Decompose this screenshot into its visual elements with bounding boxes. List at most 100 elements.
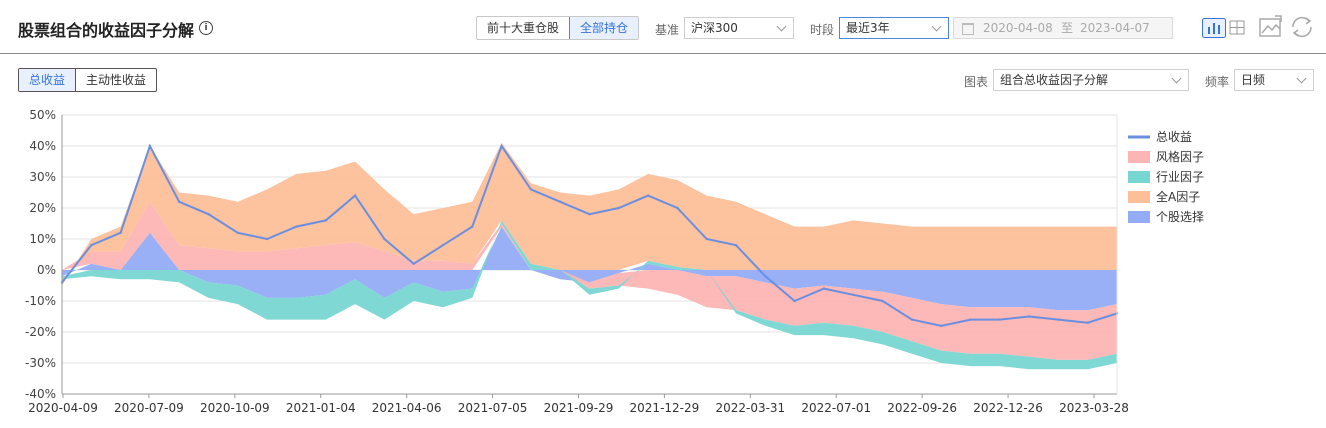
- period-select[interactable]: 最近3年: [839, 17, 949, 39]
- calendar-icon: [962, 23, 974, 35]
- chart-type-select[interactable]: 组合总收益因子分解: [993, 69, 1189, 91]
- total-return-point: [646, 194, 650, 197]
- y-tick-label: 40%: [29, 139, 56, 153]
- view-toggle: [1202, 18, 1245, 38]
- y-tick-label: 10%: [29, 232, 56, 246]
- stock-selection-area: [62, 226, 1117, 311]
- page-title: 股票组合的收益因子分解: [18, 21, 195, 40]
- y-tick-label: -20%: [25, 325, 56, 339]
- benchmark-label: 基准: [655, 23, 680, 37]
- total-return-point: [998, 318, 1001, 321]
- total-return-point: [412, 262, 415, 265]
- total-return-point: [676, 206, 679, 210]
- total-return-point: [558, 200, 562, 203]
- y-tick-label: 20%: [29, 201, 56, 215]
- y-tick-label: -10%: [25, 294, 56, 308]
- total-return-point: [1027, 315, 1031, 318]
- x-tick-label: 2021-09-29: [544, 401, 614, 415]
- total-return-point: [939, 324, 943, 327]
- total-return-point: [119, 231, 122, 234]
- legend-swatch[interactable]: [1128, 211, 1150, 223]
- legend-swatch[interactable]: [1128, 171, 1150, 183]
- total-return-point: [705, 237, 708, 241]
- total-return-point: [500, 144, 503, 148]
- y-tick-label: 0%: [37, 263, 56, 277]
- return-type-tabs: 总收益 主动性收益: [18, 68, 158, 92]
- x-tick-label: 2023-03-28: [1059, 401, 1129, 415]
- date-end: 2023-04-07: [1080, 21, 1150, 35]
- tab-all-holdings[interactable]: 全部持仓: [569, 17, 639, 39]
- x-tick-label: 2020-10-09: [200, 401, 270, 415]
- frequency-label: 频率: [1205, 75, 1230, 89]
- total-return-point: [588, 213, 591, 216]
- total-return-point: [236, 231, 240, 234]
- refresh-icon[interactable]: [1289, 14, 1315, 40]
- legend-label[interactable]: 个股选择: [1156, 210, 1204, 224]
- industry-factor-area: [62, 220, 1117, 370]
- top-bar: 股票组合的收益因子分解 i 前十大重仓股 全部持仓 基准 沪深300 时段 最近…: [0, 0, 1326, 54]
- tab-top10-holdings[interactable]: 前十大重仓股: [487, 21, 560, 35]
- total-return-point: [529, 188, 533, 191]
- y-tick-label: -40%: [25, 387, 56, 401]
- frequency-value: 日频: [1241, 73, 1266, 87]
- total-return-point: [764, 275, 767, 278]
- period-value: 最近3年: [846, 21, 890, 35]
- total-return-point: [822, 287, 826, 290]
- total-return-point: [353, 194, 357, 197]
- style-factor-area: [62, 201, 1117, 360]
- legend-label[interactable]: 全A因子: [1156, 189, 1200, 204]
- total-return-point: [178, 200, 181, 203]
- chart-type-label: 图表: [964, 75, 989, 89]
- total-return-point: [793, 299, 796, 303]
- legend-label[interactable]: 风格因子: [1156, 149, 1204, 164]
- total-return-point: [295, 225, 298, 228]
- chart-type-value: 组合总收益因子分解: [1000, 73, 1109, 87]
- total-return-point: [852, 293, 855, 296]
- tab-active-return[interactable]: 主动性收益: [86, 73, 147, 87]
- tab-total-return[interactable]: 总收益: [19, 69, 77, 91]
- total-return-point: [441, 244, 445, 247]
- date-separator: 至: [1061, 21, 1074, 35]
- total-return-point: [734, 244, 738, 247]
- x-tick-label: 2022-09-26: [887, 401, 957, 415]
- info-icon[interactable]: i: [199, 21, 213, 35]
- y-tick-label: 50%: [29, 108, 56, 122]
- legend-swatch[interactable]: [1128, 151, 1150, 163]
- table-icon[interactable]: [1229, 20, 1245, 35]
- x-tick-label: 2022-07-01: [801, 401, 871, 415]
- x-tick-label: 2022-03-31: [715, 401, 785, 415]
- x-tick-label: 2021-01-04: [286, 401, 356, 415]
- y-tick-label: -30%: [25, 356, 56, 370]
- holding-tabs: 前十大重仓股 全部持仓: [476, 16, 640, 40]
- x-tick-label: 2021-07-05: [458, 401, 528, 415]
- total-return-point: [1086, 321, 1089, 324]
- legend-swatch[interactable]: [1128, 191, 1150, 203]
- total-return-point: [265, 237, 269, 241]
- total-return-point: [324, 219, 327, 222]
- legend-label[interactable]: 行业因子: [1156, 170, 1204, 184]
- total-return-point: [617, 206, 621, 210]
- x-tick-label: 2021-04-06: [372, 401, 442, 415]
- x-tick-label: 2021-12-29: [630, 401, 700, 415]
- total-return-point: [969, 318, 972, 321]
- x-tick-label: 2020-07-09: [114, 401, 184, 415]
- total-return-point: [90, 244, 93, 247]
- x-tick-label: 2020-04-09: [28, 401, 98, 415]
- total-return-point: [910, 318, 914, 321]
- date-start: 2020-04-08: [983, 21, 1053, 35]
- total-return-point: [471, 225, 474, 228]
- date-range-picker[interactable]: 2020-04-08 至 2023-04-07: [953, 17, 1173, 39]
- export-image-icon[interactable]: [1258, 15, 1284, 39]
- total-return-point: [881, 299, 884, 303]
- benchmark-select[interactable]: 沪深300: [684, 17, 794, 39]
- benchmark-value: 沪深300: [691, 21, 738, 35]
- total-return-point: [148, 144, 152, 148]
- total-return-point: [383, 237, 386, 241]
- total-return-point: [1057, 318, 1060, 321]
- period-label: 时段: [810, 23, 835, 37]
- y-tick-label: 30%: [29, 170, 56, 184]
- frequency-select[interactable]: 日频: [1234, 69, 1314, 91]
- x-tick-label: 2022-12-26: [973, 401, 1043, 415]
- legend-label[interactable]: 总收益: [1156, 130, 1192, 144]
